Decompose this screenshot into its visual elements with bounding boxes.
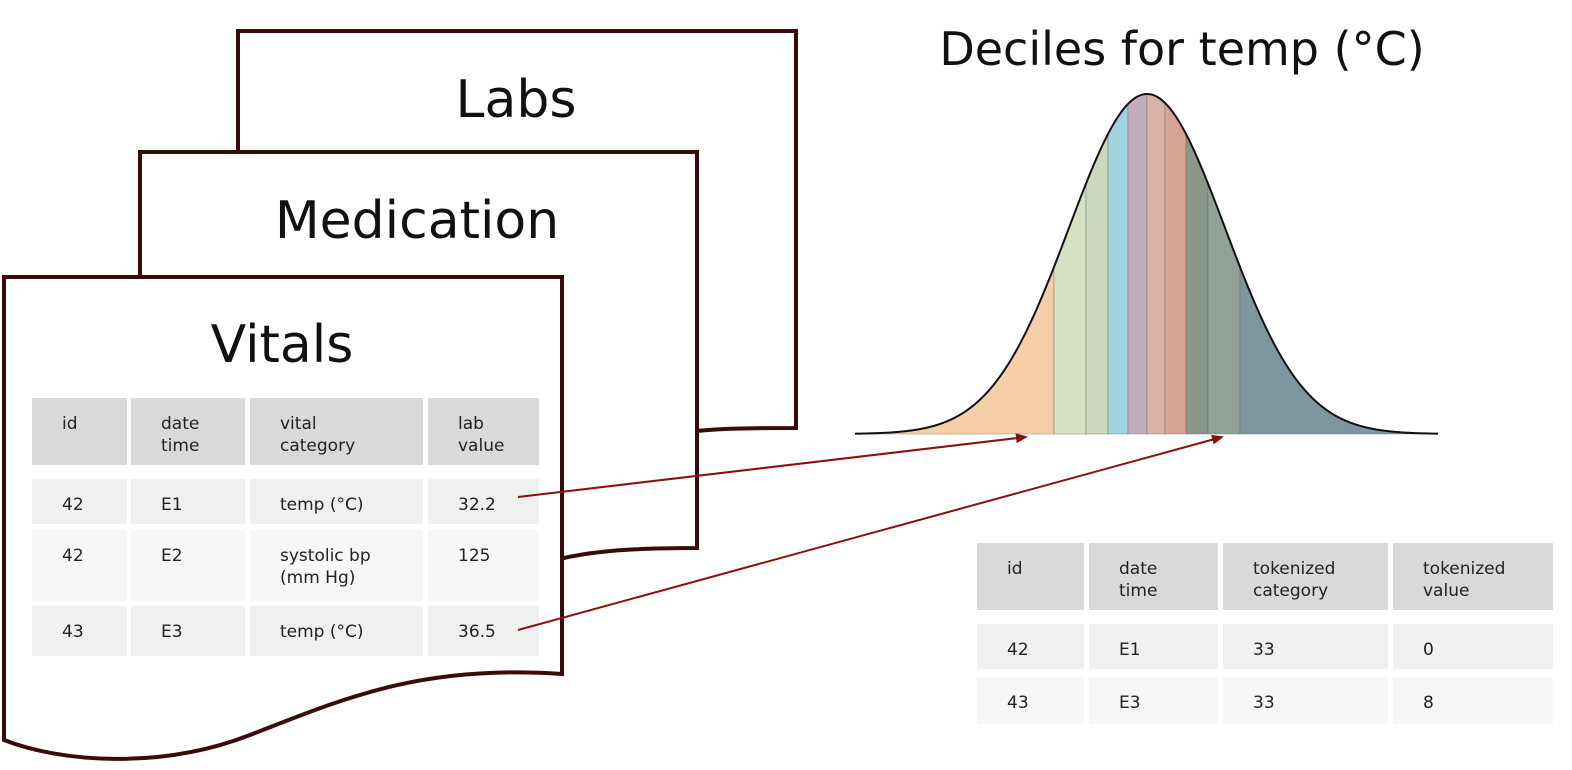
tokenized-table-header-cell (977, 543, 1084, 610)
tokenized-table-cell (977, 624, 1084, 669)
tokenized-table-cell-text: 33 (1253, 693, 1275, 713)
tokenized-table-header-text: date time (1119, 559, 1157, 601)
vitals-table-cell (131, 479, 245, 524)
arrow-36-5-to-decile-8 (517, 434, 1224, 631)
vitals-table-header-text: date time (161, 414, 199, 456)
vitals-table-cell (428, 530, 539, 601)
vitals-table-cell-text: systolic bp (mm Hg) (280, 546, 371, 588)
tokenized-table-cell (1089, 677, 1218, 724)
vitals-table-cell-text: 36.5 (458, 622, 496, 642)
distribution-curve (854, 92, 1439, 435)
vitals-table-header-text: vital category (280, 414, 355, 456)
decile-band-8 (1207, 183, 1241, 435)
vitals-table-header-cell (250, 398, 423, 465)
tokenized-table-header-cell (1089, 543, 1218, 610)
vitals-table-header-cell (32, 398, 127, 465)
vitals-table-cell (131, 606, 245, 656)
tokenized-table-cell-text: E1 (1119, 640, 1141, 660)
vitals-table-cell-text: 42 (62, 495, 84, 515)
tokenized-table-cell-text: 33 (1253, 640, 1275, 660)
vitals-table-cell-text: E3 (161, 622, 183, 642)
vitals-table-header-text: lab value (458, 414, 504, 456)
tokenized-table-cell (1089, 624, 1218, 669)
decile-band-0 (854, 266, 1055, 435)
tokenized-table-header-text: id (1007, 559, 1023, 579)
vitals-table-cell-text: 125 (458, 546, 490, 566)
vitals-table-header-cell (131, 398, 245, 465)
decile-band-1 (1053, 183, 1087, 435)
tokenized-table-cell-text: 43 (1007, 693, 1029, 713)
vitals-table: id date time vital category lab value 42 E1 temp … (32, 398, 539, 656)
tokenized-table-header-text: tokenized value (1423, 559, 1505, 601)
tokenized-table-cell (1223, 624, 1388, 669)
vitals-table-cell-text: temp (°C) (280, 622, 364, 642)
vitals-table-cell (32, 479, 127, 524)
decile-band-7 (1185, 133, 1209, 435)
vitals-table-cell (428, 479, 539, 524)
vitals-table-cell (32, 606, 127, 656)
tokenized-table-cell-text: 0 (1423, 640, 1434, 660)
vitals-table-cell (32, 530, 127, 601)
decile-band-4 (1127, 93, 1148, 435)
tokenized-table-cell-text: 42 (1007, 640, 1029, 660)
decile-band-3 (1107, 102, 1129, 435)
tokenized-table-cell-text: 8 (1423, 693, 1434, 713)
vitals-table-header-cell (428, 398, 539, 465)
vitals-document: Vitals id date time vital category lab value 42… (2, 275, 564, 761)
vitals-table-cell-text: E1 (161, 495, 183, 515)
tokenized-table: id date time tokenized category tokenized valu… (977, 543, 1553, 724)
decile-bands (854, 93, 1439, 435)
vitals-table-cell-text: 32.2 (458, 495, 496, 515)
decile-band-2 (1085, 133, 1109, 435)
vitals-table-cell-text: 42 (62, 546, 84, 566)
vitals-table-cell-text: temp (°C) (280, 495, 364, 515)
decile-band-6 (1164, 101, 1187, 435)
decile-band-5 (1146, 93, 1166, 435)
vitals-table-cell (250, 606, 423, 656)
tokenized-table-header-text: tokenized category (1253, 559, 1335, 601)
vitals-table-cell (250, 530, 423, 601)
decile-band-9 (1239, 266, 1439, 435)
vitals-table-cell (428, 606, 539, 656)
medication-title: Medication (275, 191, 559, 251)
labs-title: Labs (456, 70, 577, 130)
tokenized-table-header-cell (1393, 543, 1553, 610)
vitals-table-cell-text: 43 (62, 622, 84, 642)
arrow-32-2-to-decile-0 (517, 433, 1028, 498)
tokenized-table-cell (1223, 677, 1388, 724)
tokenized-table-cell (977, 677, 1084, 724)
vitals-table-cell-text: E2 (161, 546, 183, 566)
decile-chart: Deciles for temp (°C) (854, 22, 1439, 435)
vitals-table-header-text: id (62, 414, 78, 434)
vitals-table-cell (250, 479, 423, 524)
tokenized-table-cell (1393, 624, 1553, 669)
vitals-table-cell (131, 530, 245, 601)
tokenized-table-cell (1393, 677, 1553, 724)
chart-title: Deciles for temp (°C) (939, 22, 1424, 76)
tokenized-table-cell-text: E3 (1119, 693, 1141, 713)
tokenized-table-header-cell (1223, 543, 1388, 610)
vitals-title: Vitals (211, 315, 354, 375)
